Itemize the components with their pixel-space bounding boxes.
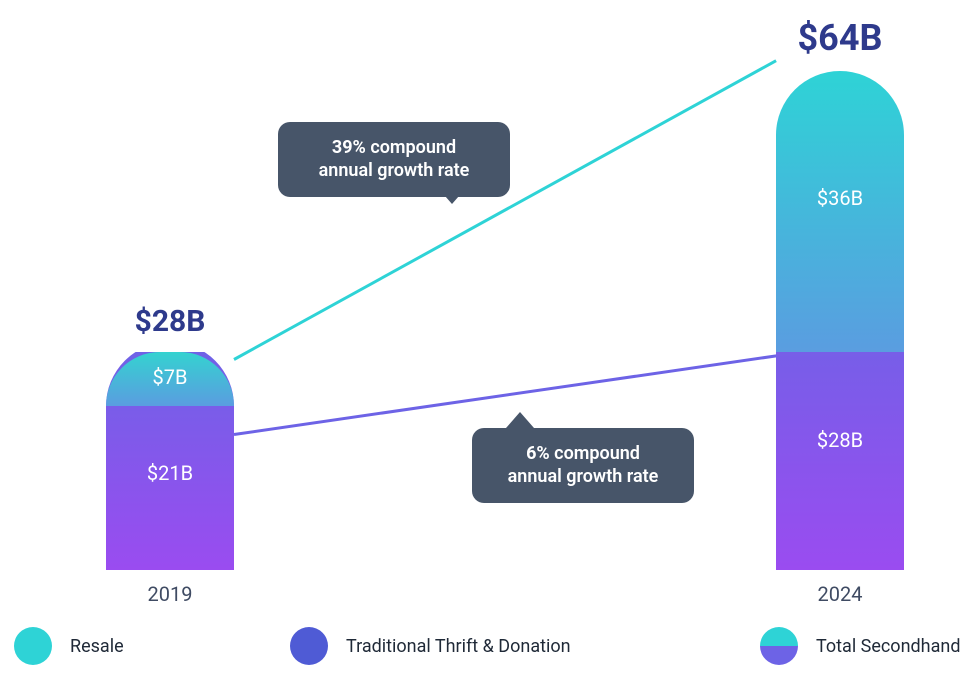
segment-label-y2024-resale: $36B (776, 186, 904, 210)
bar-title-y2019: $28B (70, 304, 270, 339)
callout-thrift_cagr: 6% compoundannual growth rate (472, 428, 694, 503)
legend-label: Traditional Thrift & Donation (346, 636, 571, 657)
bar-title-y2024: $64B (740, 17, 940, 59)
x-label-y2024: 2024 (740, 582, 940, 606)
legend-swatch-thrift (290, 627, 328, 665)
legend-swatch-resale (14, 627, 52, 665)
trend-line-thrift_line (234, 354, 776, 436)
chart-legend: Resale Traditional Thrift & Donation Total… (0, 623, 978, 669)
legend-swatch-total (760, 627, 798, 665)
legend-item-total: Total Secondhand (760, 627, 960, 665)
trend-line-resale_line (233, 59, 776, 360)
legend-item-resale: Resale (14, 627, 124, 665)
callout-tail-resale_cagr (438, 188, 466, 204)
legend-label: Resale (70, 636, 124, 657)
market-growth-chart: $7B $21B $36B $28B 39% compoundannual growth… (0, 0, 978, 570)
callout-resale_cagr: 39% compoundannual growth rate (278, 122, 510, 197)
segment-label-y2019-thrift: $21B (106, 461, 234, 485)
legend-label: Total Secondhand (816, 636, 960, 657)
segment-label-y2024-thrift: $28B (776, 428, 904, 452)
x-label-y2019: 2019 (70, 582, 270, 606)
callout-tail-thrift_cagr (506, 412, 534, 428)
segment-label-y2019-resale: $7B (106, 365, 234, 389)
bar-y2024 (776, 71, 904, 570)
segment-resale (776, 71, 904, 352)
legend-item-thrift: Traditional Thrift & Donation (290, 627, 571, 665)
